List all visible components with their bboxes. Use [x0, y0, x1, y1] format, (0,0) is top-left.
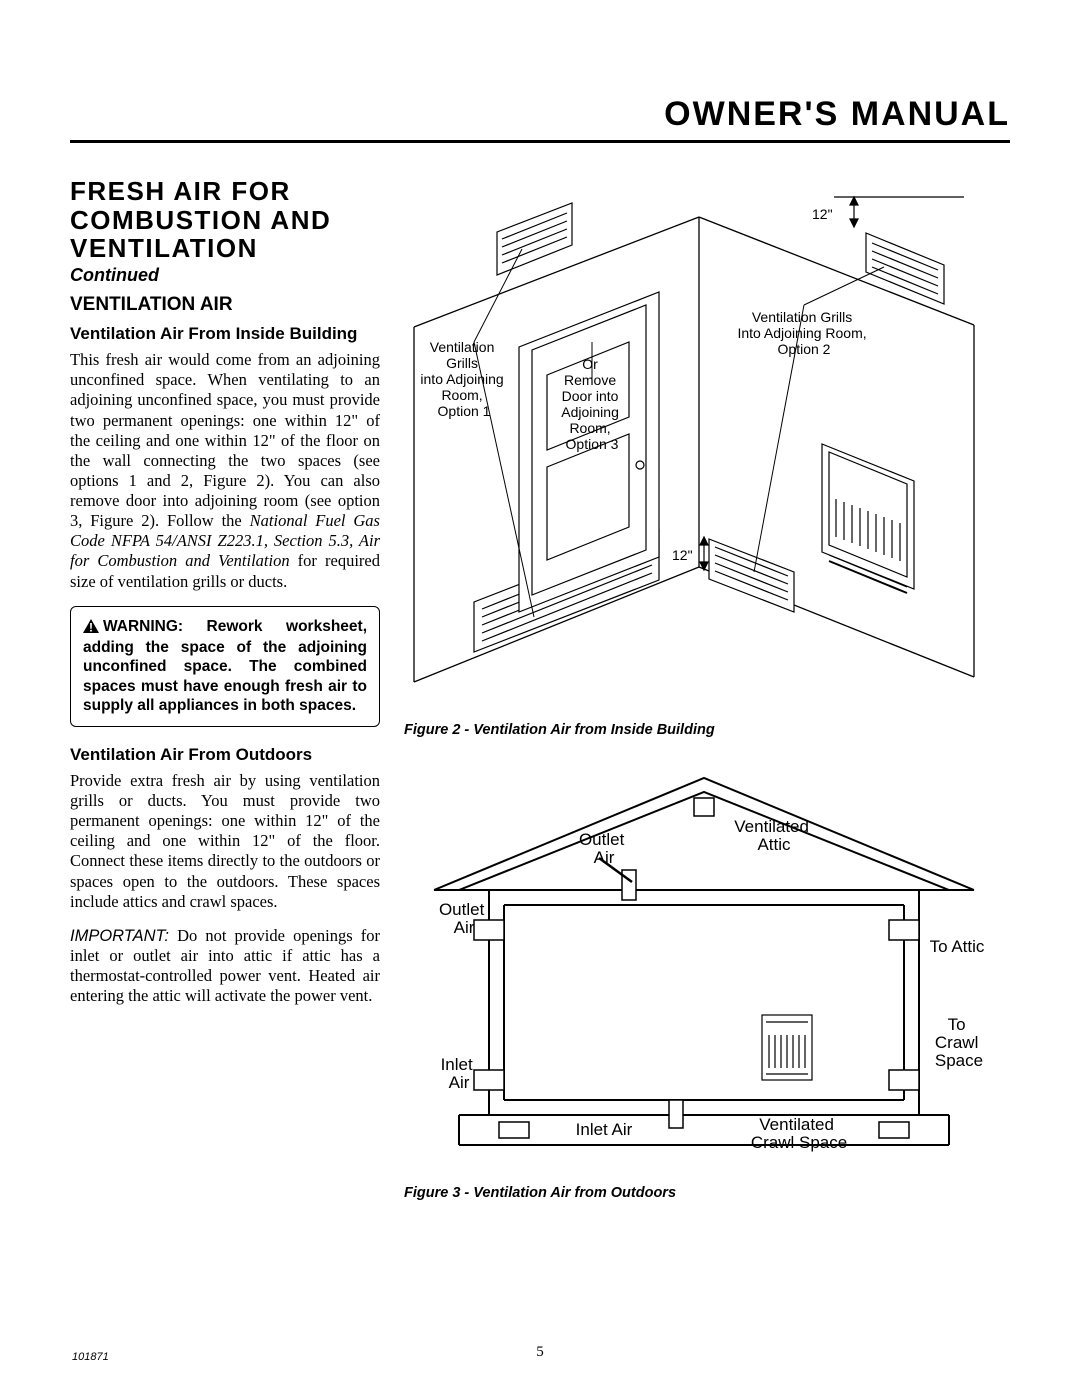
fig2-opt1-l2: Grills	[446, 355, 478, 371]
svg-text:Ventilation Grills I: Ventilation Grills Into Adjoining Room, …	[737, 309, 870, 357]
fig2-opt1-l3: into Adjoining	[420, 371, 503, 387]
figure-3-caption: Figure 3 - Ventilation Air from Outdoors	[404, 1185, 1010, 1201]
fig3-inlet2: Inlet Air	[576, 1120, 633, 1139]
fig3-toattic: To Attic	[930, 937, 985, 956]
svg-text:To Crawl S: To Crawl Space	[935, 1015, 983, 1070]
h3-inside: Ventilation Air From Inside Building	[70, 324, 380, 344]
para-inside-a: This fresh air would come from an adjoin…	[70, 350, 380, 530]
svg-text:Inlet Air: Inlet Air	[441, 1055, 478, 1092]
section-title: FRESH AIR FOR COMBUSTION AND VENTILATION	[70, 177, 380, 263]
svg-text:!: !	[89, 620, 93, 633]
svg-text:Ventilated Attic: Ventilated Attic	[734, 817, 813, 854]
title-l2: COMBUSTION AND	[70, 205, 331, 235]
warning-body: WARNING: Rework worksheet, adding the sp…	[83, 618, 367, 715]
svg-text:Ventilation Grills: Ventilation Grills into Adjoining Room, …	[420, 339, 507, 419]
page-number: 5	[0, 1344, 1080, 1361]
fig2-twelve-bot: 12"	[672, 547, 693, 563]
figure-3: Outlet Air Outlet Air Ventilated Attic T…	[404, 770, 1010, 1175]
fig2-opt2-l1: Ventilation Grills	[752, 309, 852, 325]
figure-2: 12" 12"	[404, 177, 1010, 712]
h2-ventilation-air: VENTILATION AIR	[70, 294, 380, 316]
fig3-vattic2: Attic	[757, 835, 791, 854]
fig3-outlet1a: Outlet	[439, 900, 485, 919]
fig3-vcrawl2: Crawl Space	[751, 1133, 847, 1152]
h3-outdoors: Ventilation Air From Outdoors	[70, 745, 380, 765]
left-column: FRESH AIR FOR COMBUSTION AND VENTILATION…	[70, 177, 380, 1201]
fig3-inlet1a: Inlet	[441, 1055, 473, 1074]
important-label: IMPORTANT:	[70, 927, 169, 945]
fig2-or: Or	[582, 356, 598, 372]
svg-text:Ventilated Crawl Spa: Ventilated Crawl Space	[751, 1115, 847, 1152]
fig2-rem-l5: Option 3	[566, 436, 619, 452]
fig3-outlet2b: Air	[594, 848, 615, 867]
fig2-rem-l2: Door into	[562, 388, 619, 404]
fig3-tocrawl2: Crawl	[935, 1033, 978, 1052]
title-l1: FRESH AIR FOR	[70, 176, 291, 206]
fig2-opt2-l3: Option 2	[778, 341, 831, 357]
fig3-outlet1b: Air	[454, 918, 475, 937]
fig3-outlet2a: Outlet	[579, 830, 625, 849]
para-important: IMPORTANT: Do not provide openings for i…	[70, 926, 380, 1007]
para-outdoors: Provide extra fresh air by using ventila…	[70, 771, 380, 912]
continued-label: Continued	[70, 265, 380, 286]
fig3-inlet1b: Air	[449, 1073, 470, 1092]
svg-text:Outlet Air: Outlet Air	[579, 830, 629, 867]
title-l3: VENTILATION	[70, 233, 258, 263]
fig3-tocrawl1: To	[948, 1015, 966, 1034]
figure-2-caption: Figure 2 - Ventilation Air from Inside B…	[404, 722, 1010, 738]
warning-text: ! WARNING: Rework worksheet, adding the …	[83, 617, 367, 716]
fig2-opt1-l4: Room,	[441, 387, 482, 403]
warning-icon: !	[83, 619, 99, 638]
fig2-rem-l1: Remove	[564, 372, 616, 388]
fig2-opt2-l2: Into Adjoining Room,	[737, 325, 866, 341]
warning-box: ! WARNING: Rework worksheet, adding the …	[70, 606, 380, 727]
fig2-rem-l4: Room,	[569, 420, 610, 436]
doc-id: 101871	[72, 1351, 109, 1363]
fig2-rem-l3: Adjoining	[561, 404, 619, 420]
fig3-vcrawl1: Ventilated	[759, 1115, 834, 1134]
right-column: 12" 12"	[404, 177, 1010, 1201]
fig2-opt1-l1: Ventilation	[430, 339, 495, 355]
fig3-vattic1: Ventilated	[734, 817, 809, 836]
fig2-twelve-top: 12"	[812, 206, 833, 222]
para-inside: This fresh air would come from an adjoin…	[70, 350, 380, 592]
fig2-opt1-l5: Option 1	[438, 403, 491, 419]
content-area: FRESH AIR FOR COMBUSTION AND VENTILATION…	[70, 177, 1010, 1201]
page-header: OWNER'S MANUAL	[70, 95, 1010, 143]
fig3-tocrawl3: Space	[935, 1051, 983, 1070]
